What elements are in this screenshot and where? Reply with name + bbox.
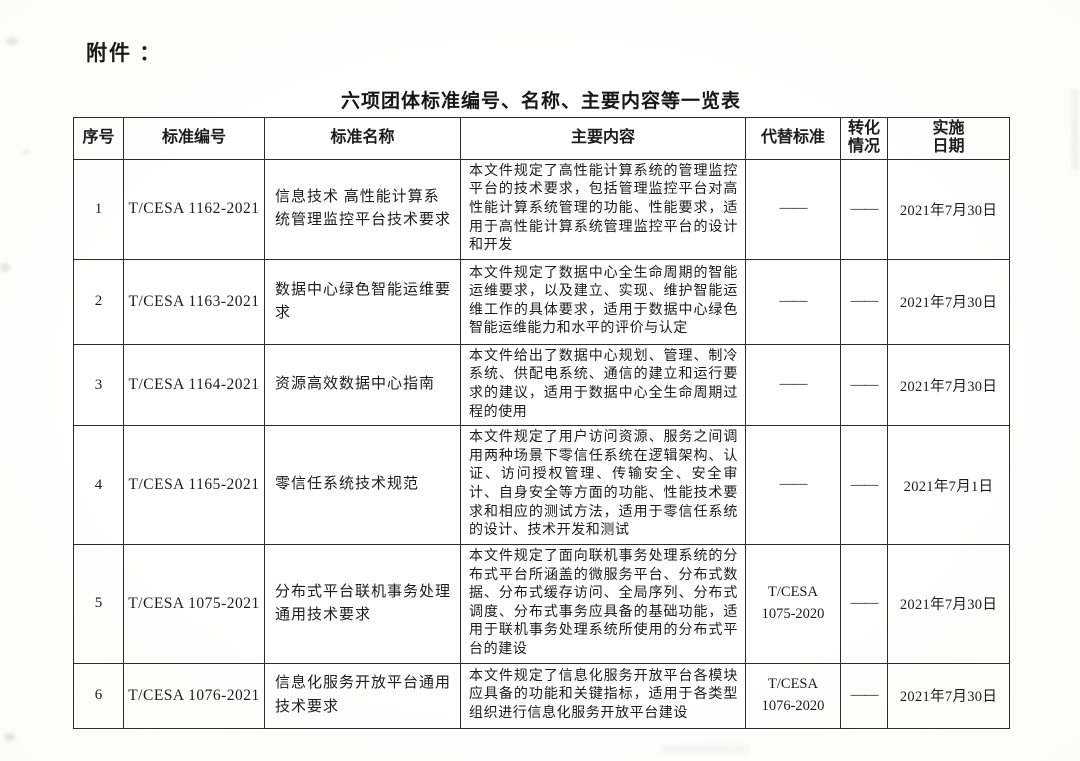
table-row: 5 T/CESA 1075-2021 分布式平台联机事务处理通用技术要求 本文件… xyxy=(73,543,1010,664)
table-row: 1 T/CESA 1162-2021 信息技术 高性能计算系统管理监控平台技术要… xyxy=(73,158,1010,260)
cell-conversion: —— xyxy=(840,258,888,345)
cell-conversion: —— xyxy=(840,343,888,427)
standards-table: 序号 标准编号 标准名称 主要内容 代替标准 转化 情况 实施 日期 1 T/C… xyxy=(73,117,1010,729)
cell-conversion: —— xyxy=(840,425,888,545)
cell-content: 本文件给出了数据中心规划、管理、制冷系统、供配电系统、通信的建立和运行要求的建议… xyxy=(460,343,746,427)
table-row: 2 T/CESA 1163-2021 数据中心绿色智能运维要求 本文件规定了数据… xyxy=(73,258,1010,345)
cell-no: 5 xyxy=(73,543,124,664)
cell-content: 本文件规定了用户访问资源、服务之间调用两种场景下零信任系统在逻辑架构、认证、访问… xyxy=(460,425,746,545)
table-row: 4 T/CESA 1165-2021 零信任系统技术规范 本文件规定了用户访问资… xyxy=(73,425,1010,545)
cell-no: 4 xyxy=(73,425,124,545)
header-date: 实施 日期 xyxy=(887,117,1010,160)
cell-name: 数据中心绿色智能运维要求 xyxy=(264,258,461,345)
cell-date: 2021年7月30日 xyxy=(887,158,1010,260)
cell-name: 信息化服务开放平台通用技术要求 xyxy=(264,662,461,729)
cell-conversion: —— xyxy=(840,662,888,729)
attachment-label: 附件 ： xyxy=(86,41,163,65)
table-header-row: 序号 标准编号 标准名称 主要内容 代替标准 转化 情况 实施 日期 xyxy=(73,117,1010,160)
cell-no: 2 xyxy=(73,258,124,345)
cell-code: T/CESA 1075-2021 xyxy=(123,543,265,664)
cell-name: 资源高效数据中心指南 xyxy=(264,343,461,427)
cell-date: 2021年7月1日 xyxy=(887,425,1010,545)
cell-no: 3 xyxy=(73,343,124,427)
cell-content: 本文件规定了信息化服务开放平台各模块应具备的功能和关键指标，适用于各类型组织进行… xyxy=(460,662,746,729)
header-conversion: 转化 情况 xyxy=(840,117,888,160)
cell-code: T/CESA 1163-2021 xyxy=(123,258,265,345)
table-row: 6 T/CESA 1076-2021 信息化服务开放平台通用技术要求 本文件规定… xyxy=(73,662,1010,729)
header-code: 标准编号 xyxy=(123,117,265,160)
cell-code: T/CESA 1162-2021 xyxy=(123,158,265,260)
cell-code: T/CESA 1165-2021 xyxy=(123,425,265,545)
cell-date: 2021年7月30日 xyxy=(887,258,1010,345)
cell-replaces: —— xyxy=(745,425,841,545)
cell-replaces: —— xyxy=(745,158,841,260)
cell-content: 本文件规定了数据中心全生命周期的智能运维要求，以及建立、实现、维护智能运维工作的… xyxy=(460,258,746,345)
cell-content: 本文件规定了面向联机事务处理系统的分布式平台所涵盖的微服务平台、分布式数据、分布… xyxy=(460,543,746,664)
cell-name: 分布式平台联机事务处理通用技术要求 xyxy=(264,543,461,664)
cell-code: T/CESA 1164-2021 xyxy=(123,343,265,427)
cell-no: 6 xyxy=(73,662,124,729)
cell-replaces: —— xyxy=(745,343,841,427)
scan-artifact xyxy=(4,733,15,741)
cell-date: 2021年7月30日 xyxy=(887,543,1010,664)
header-replaces: 代替标准 xyxy=(745,117,841,160)
cell-name: 零信任系统技术规范 xyxy=(264,425,461,545)
table-row: 3 T/CESA 1164-2021 资源高效数据中心指南 本文件给出了数据中心… xyxy=(73,343,1010,427)
cell-code: T/CESA 1076-2021 xyxy=(123,662,265,729)
scan-artifact xyxy=(1072,90,1078,170)
scan-artifact xyxy=(6,38,18,45)
cell-conversion: —— xyxy=(840,543,888,664)
scan-artifact xyxy=(660,744,750,754)
cell-content: 本文件规定了高性能计算系统的管理监控平台的技术要求，包括管理监控平台对高性能计算… xyxy=(460,158,746,260)
cell-name: 信息技术 高性能计算系统管理监控平台技术要求 xyxy=(264,158,461,260)
header-content: 主要内容 xyxy=(460,117,746,160)
header-name: 标准名称 xyxy=(264,117,461,160)
page-title: 六项团体标准编号、名称、主要内容等一览表 xyxy=(340,91,741,112)
cell-replaces: —— xyxy=(745,258,841,345)
cell-no: 1 xyxy=(73,158,124,260)
scan-artifact xyxy=(22,150,30,155)
cell-date: 2021年7月30日 xyxy=(887,343,1010,427)
cell-replaces: T/CESA 1076-2020 xyxy=(745,662,841,729)
header-no: 序号 xyxy=(73,117,124,160)
cell-replaces: T/CESA 1075-2020 xyxy=(745,543,841,664)
cell-conversion: —— xyxy=(840,158,888,260)
scan-artifact xyxy=(0,263,10,272)
cell-date: 2021年7月30日 xyxy=(887,662,1010,729)
